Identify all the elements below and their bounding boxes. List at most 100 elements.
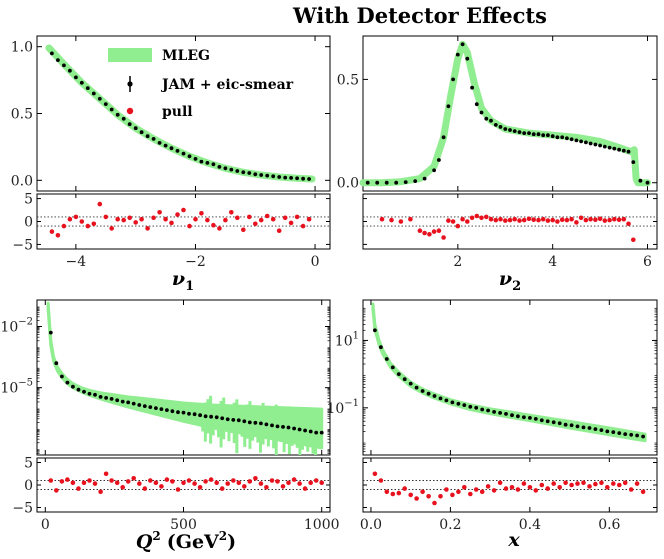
nu2-jam-point [607,145,612,150]
nu2-jam-point [541,133,546,138]
Q2-jam-point [71,384,75,389]
nu1-jam-point [193,157,198,161]
nu1-pull-point [258,217,264,223]
nu1-pull-point [235,215,240,221]
Q2-pull-point [192,481,197,486]
Q2-jam-point [93,392,97,397]
Q2-pull-point [302,486,308,491]
nu1-pull-point [306,216,312,222]
x-main-axes: 101 10−1 [326,299,658,456]
Q2-pull-point [159,484,164,489]
nu2-jam-point [631,160,636,165]
x-jam-point [480,407,485,412]
Q2-jam-point [181,410,186,415]
Q2-jam-point [65,380,70,385]
nu1-jam-point [295,176,299,181]
nu1-mleg-band-line [45,44,316,183]
x-pull-point [420,489,425,495]
nu2-jam-point [493,123,498,127]
Q2-pull-point [181,480,186,486]
nu2-pull-point [455,223,461,229]
nu2-jam-point [384,180,389,185]
nu2-jam-point [441,135,446,140]
Q2-jam-point [220,416,225,421]
nu2-jam-point [455,52,460,57]
nu1-jam-point [229,167,234,172]
nu1-jam-point [217,165,222,169]
nu2-pull-point [446,218,451,223]
x-jam-point [593,427,598,431]
x-jam-point [414,385,419,390]
nu2-jam-point [550,134,555,139]
nu1-jam-point [121,116,126,121]
Q2-xtick-label: 0 [41,517,50,533]
nu2-pull-point [431,229,437,234]
nu2-jam-point [574,138,579,143]
nu2-xtick-label: 6 [643,254,652,270]
x-pull-point [479,489,485,495]
Q2-pull-point [186,478,192,483]
x-pull-point [396,490,402,496]
Q2-jam-point [231,418,236,422]
x-pull-point [390,491,396,497]
Q2-pull-point [125,479,131,484]
nu1-jam-point [97,96,102,101]
nu1-jam-point [253,172,258,177]
Q2-jam-point [192,412,197,417]
nu1-xlabel: ν1 [172,268,194,294]
Q2-pull-point [103,471,109,477]
nu2-pull-point [564,217,570,223]
Q2-pull-point [76,486,81,491]
x-jam-point [533,417,538,421]
nu2-jam-point [638,178,643,183]
x-pull-point [593,481,598,487]
Q2-jam-point [82,389,86,394]
nu1-pull-point [288,220,294,226]
Q2-pull-point [219,486,225,491]
nu2-jam-point [446,104,451,109]
x-jam-point [581,425,586,430]
Q2-pull-ytick-label: −5 [12,501,33,517]
Q2-jam-point [275,424,280,429]
Q2-jam-point [292,426,296,431]
nu1-jam-point [247,171,252,175]
nu1-jam-point [91,91,96,96]
nu1-pull-point [145,226,150,231]
nu1-ytick-label: 0.5 [11,107,33,123]
x-jam-point [486,408,490,413]
Q2-pull-point [308,480,314,486]
x-jam-point [569,423,574,428]
Q2-jam-point [303,428,307,433]
nu2-pull-point [536,217,541,223]
Q2-pull-point [208,477,214,482]
nu2-xtick-label: 2 [453,254,462,270]
x-pull-point [628,487,634,492]
Q2-pull-point [242,484,247,489]
nu1-pull-point [49,229,55,234]
Q2-jam-point [159,407,164,411]
nu2-pull-point [550,217,555,223]
x-jam-point [623,432,628,436]
nu1-ytick-label: 0.0 [11,173,33,189]
Q2-pull-point [258,481,264,486]
x-jam-point [605,429,610,434]
nu2-pull-point [427,232,432,237]
nu2-pull-point [493,217,499,223]
nu1-pull-point [175,212,180,217]
nu1-pull-point [115,216,120,222]
nu1-pull-point [103,214,109,220]
nu1-jam-point [283,175,288,180]
nu2-jam-point [522,131,527,136]
panel-q2: 10−2 10−5 0 500 1000 −5 0 5 Q2 (GeV2) [0,299,340,553]
x-pull-point [575,481,580,486]
q2-xlabel: Q2 (GeV2) [136,529,236,553]
nu2-jam-point [593,142,598,147]
nu2-ytick-label: 0.0 [337,176,359,192]
nu2-pull-point [507,217,513,223]
Q2-jam-point [60,374,64,379]
nu1-jam-point [103,102,108,106]
x-pull-point [497,480,503,486]
nu1-jam-point [205,161,210,165]
Q2-pull-point [164,477,170,482]
